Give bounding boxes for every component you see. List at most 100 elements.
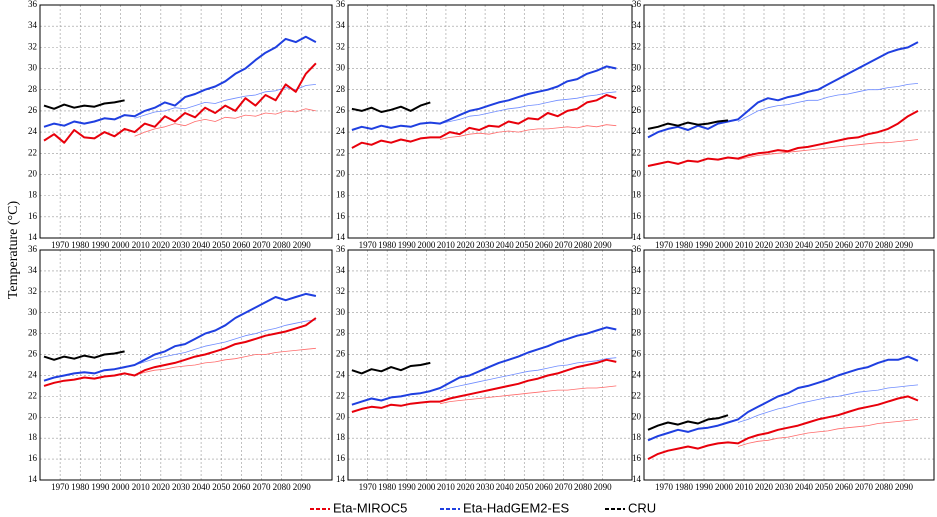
series-line — [43, 292, 317, 382]
series-line — [737, 139, 919, 160]
series-line — [43, 317, 317, 387]
x-tick-label: 2010 — [735, 482, 754, 492]
series-line — [134, 347, 316, 376]
x-tick-label: 2010 — [735, 240, 754, 250]
y-tick-label: 14 — [632, 474, 642, 484]
x-tick-label: 2000 — [417, 240, 436, 250]
series-line — [351, 94, 617, 149]
y-tick-label: 26 — [28, 349, 38, 359]
series-line — [43, 99, 125, 110]
x-tick-label: 2040 — [795, 240, 814, 250]
series-line — [43, 350, 125, 361]
y-tick-label: 18 — [336, 190, 346, 200]
x-tick-label: 2040 — [795, 482, 814, 492]
y-tick-label: 30 — [336, 63, 346, 73]
x-tick-label: 2020 — [152, 240, 171, 250]
x-tick-label: 2090 — [895, 482, 914, 492]
x-tick-label: 2090 — [293, 482, 312, 492]
y-tick-label: 26 — [336, 105, 346, 115]
series-line — [43, 35, 317, 128]
x-tick-label: 2080 — [875, 482, 894, 492]
x-tick-label: 2020 — [755, 482, 774, 492]
series-line — [134, 319, 316, 366]
x-tick-label: 2010 — [437, 482, 456, 492]
y-tick-label: 34 — [28, 20, 38, 30]
y-tick-label: 22 — [336, 147, 345, 157]
series-line — [737, 419, 919, 447]
x-tick-label: 2060 — [232, 240, 251, 250]
x-tick-label: 2050 — [515, 482, 534, 492]
y-tick-label: 16 — [336, 453, 346, 463]
series-line — [647, 119, 729, 130]
y-tick-label: 20 — [336, 411, 346, 421]
y-tick-label: 14 — [336, 474, 346, 484]
x-tick-label: 1980 — [71, 482, 90, 492]
series-line — [134, 108, 316, 137]
series-line — [647, 395, 919, 460]
x-tick-label: 2030 — [775, 240, 794, 250]
x-tick-label: 2000 — [417, 482, 436, 492]
x-tick-label: 2010 — [132, 482, 151, 492]
y-tick-label: 22 — [28, 390, 37, 400]
y-tick-label: 24 — [28, 370, 38, 380]
x-tick-label: 2040 — [192, 482, 211, 492]
x-tick-label: 1980 — [675, 240, 694, 250]
series-line — [647, 110, 919, 167]
series-line — [43, 62, 317, 144]
y-tick-label: 30 — [28, 63, 38, 73]
y-tick-label: 24 — [336, 370, 346, 380]
x-tick-label: 2010 — [132, 240, 151, 250]
y-tick-label: 36 — [28, 0, 38, 9]
x-tick-label: 2060 — [835, 482, 854, 492]
legend-label: CRU — [628, 500, 656, 515]
y-tick-label: 16 — [28, 211, 38, 221]
x-tick-label: 1990 — [91, 482, 110, 492]
plot-frame — [643, 249, 935, 481]
y-tick-label: 20 — [336, 169, 346, 179]
plot-frame — [347, 4, 633, 239]
x-tick-label: 2020 — [152, 482, 171, 492]
series-line — [440, 385, 617, 405]
x-tick-label: 1980 — [675, 482, 694, 492]
x-tick-label: 2020 — [457, 482, 476, 492]
y-tick-label: 32 — [336, 41, 345, 51]
y-tick-label: 32 — [632, 41, 641, 51]
x-tick-label: 1970 — [359, 240, 378, 250]
series-line — [647, 414, 729, 431]
x-tick-label: 1980 — [378, 482, 397, 492]
x-tick-label: 2060 — [835, 240, 854, 250]
y-tick-label: 36 — [28, 244, 38, 254]
series-line — [439, 357, 617, 392]
x-tick-label: 2080 — [875, 240, 894, 250]
y-tick-label: 36 — [336, 244, 346, 254]
y-tick-label: 30 — [632, 63, 642, 73]
x-tick-label: 2040 — [496, 482, 515, 492]
y-tick-label: 26 — [632, 349, 642, 359]
series-line — [351, 101, 431, 113]
x-tick-label: 2070 — [253, 240, 272, 250]
y-tick-label: 26 — [28, 105, 38, 115]
y-tick-label: 24 — [28, 126, 38, 136]
y-tick-label: 14 — [336, 232, 346, 242]
series-line — [737, 83, 919, 122]
x-tick-label: 2070 — [253, 482, 272, 492]
plot-frame — [643, 4, 935, 239]
y-tick-label: 28 — [28, 328, 38, 338]
x-tick-label: 2050 — [515, 240, 534, 250]
series-line — [351, 326, 617, 406]
x-tick-label: 2080 — [574, 482, 593, 492]
y-tick-label: 30 — [632, 307, 642, 317]
y-tick-label: 14 — [28, 474, 38, 484]
x-tick-label: 1990 — [695, 240, 714, 250]
series-line — [440, 91, 617, 124]
x-tick-label: 2080 — [273, 240, 292, 250]
legend-label: Eta-HadGEM2-ES — [463, 500, 570, 515]
y-tick-label: 16 — [336, 211, 346, 221]
x-tick-label: 2090 — [895, 240, 914, 250]
series-line — [737, 384, 919, 423]
x-tick-label: 2050 — [815, 482, 834, 492]
series-line — [134, 84, 316, 119]
y-tick-label: 18 — [632, 432, 642, 442]
y-tick-label: 28 — [28, 84, 38, 94]
y-tick-label: 36 — [632, 0, 642, 9]
